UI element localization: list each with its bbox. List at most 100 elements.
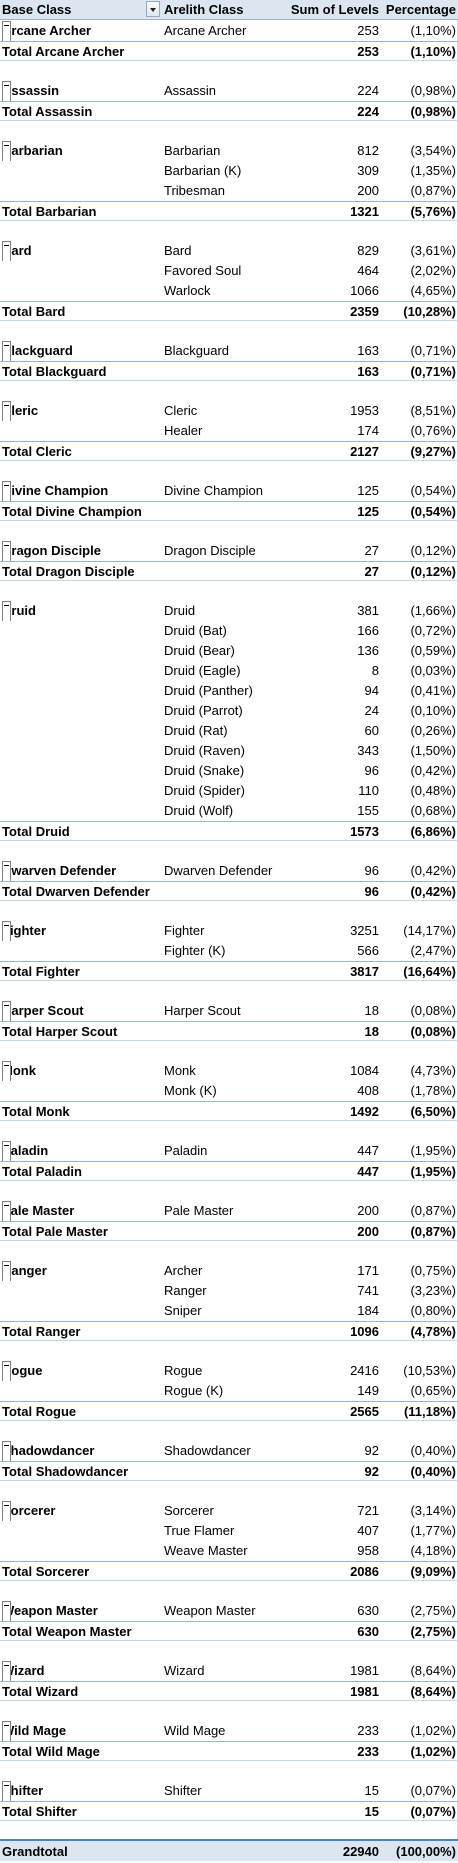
total-percentage[interactable]: (0,71%): [410, 364, 456, 379]
total-sum[interactable]: 224: [357, 104, 379, 119]
header-base-class[interactable]: Base Class: [2, 2, 72, 17]
base-class-cell[interactable]: [2, 801, 162, 821]
percentage-cell[interactable]: (0,12%): [410, 543, 456, 558]
sum-cell[interactable]: 233: [357, 1723, 379, 1738]
total-label[interactable]: Total Dwarven Defender: [2, 884, 150, 899]
total-percentage[interactable]: (6,86%): [410, 824, 456, 839]
percentage-cell[interactable]: (0,07%): [410, 1783, 456, 1798]
sum-cell[interactable]: 3251: [350, 923, 379, 938]
arelith-class-cell[interactable]: Assassin: [164, 83, 217, 98]
arelith-class-cell[interactable]: Monk: [164, 1063, 196, 1078]
percentage-cell[interactable]: (1,95%): [410, 1143, 456, 1158]
arelith-class-cell[interactable]: Weave Master: [164, 1543, 248, 1558]
total-percentage[interactable]: (0,54%): [410, 504, 456, 519]
total-percentage[interactable]: (0,12%): [410, 564, 456, 579]
total-percentage[interactable]: (6,50%): [410, 1104, 456, 1119]
total-percentage[interactable]: (1,95%): [410, 1164, 456, 1179]
arelith-class-cell[interactable]: Sniper: [164, 1303, 202, 1318]
header-arelith-class[interactable]: Arelith Class: [164, 2, 244, 17]
percentage-cell[interactable]: (0,72%): [410, 623, 456, 638]
arelith-class-cell[interactable]: Druid (Spider): [164, 783, 245, 798]
base-class-cell[interactable]: [2, 421, 162, 441]
percentage-cell[interactable]: (3,61%): [410, 243, 456, 258]
base-class-cell[interactable]: Shifter: [2, 1781, 162, 1801]
percentage-cell[interactable]: (0,98%): [410, 83, 456, 98]
base-class-cell[interactable]: [2, 261, 162, 281]
base-class-cell[interactable]: [2, 781, 162, 801]
base-class-cell[interactable]: Assassin: [2, 81, 162, 101]
percentage-cell[interactable]: (0,42%): [410, 763, 456, 778]
percentage-cell[interactable]: (0,80%): [410, 1303, 456, 1318]
total-label[interactable]: Total Bard: [2, 304, 66, 319]
collapse-icon[interactable]: [2, 1721, 11, 1741]
base-class-cell[interactable]: [2, 161, 162, 181]
arelith-class-cell[interactable]: True Flamer: [164, 1523, 235, 1538]
arelith-class-cell[interactable]: Warlock: [164, 283, 211, 298]
total-label[interactable]: Total Monk: [2, 1104, 70, 1119]
total-sum[interactable]: 253: [357, 44, 379, 59]
arelith-class-cell[interactable]: Druid (Bear): [164, 643, 235, 658]
collapse-icon[interactable]: [2, 241, 11, 261]
base-class-cell[interactable]: [2, 1281, 162, 1301]
base-class-cell[interactable]: Wild Mage: [2, 1721, 162, 1741]
sum-cell[interactable]: 1953: [350, 403, 379, 418]
base-class-cell[interactable]: Fighter: [2, 921, 162, 941]
collapse-icon[interactable]: [2, 141, 11, 161]
total-percentage[interactable]: (0,98%): [410, 104, 456, 119]
base-class-cell[interactable]: Monk: [2, 1061, 162, 1081]
total-percentage[interactable]: (9,09%): [410, 1564, 456, 1579]
arelith-class-cell[interactable]: Healer: [164, 423, 203, 438]
arelith-class-cell[interactable]: Barbarian (K): [164, 163, 242, 178]
header-percentage[interactable]: Percentage: [385, 2, 456, 17]
base-class-cell[interactable]: Ranger: [2, 1261, 162, 1281]
sum-cell[interactable]: 96: [364, 763, 379, 778]
total-label[interactable]: Total Wizard: [2, 1684, 79, 1699]
total-sum[interactable]: 1573: [350, 824, 379, 839]
sum-cell[interactable]: 149: [357, 1383, 379, 1398]
total-sum[interactable]: 18: [364, 1024, 379, 1039]
sum-cell[interactable]: 343: [357, 743, 379, 758]
collapse-icon[interactable]: [2, 341, 11, 361]
percentage-cell[interactable]: (0,87%): [410, 1203, 456, 1218]
total-sum[interactable]: 15: [364, 1804, 379, 1819]
total-percentage[interactable]: (0,42%): [410, 884, 456, 899]
percentage-cell[interactable]: (4,73%): [410, 1063, 456, 1078]
percentage-cell[interactable]: (1,77%): [410, 1523, 456, 1538]
total-sum[interactable]: 163: [357, 364, 379, 379]
total-label[interactable]: Total Druid: [2, 824, 70, 839]
total-sum[interactable]: 1096: [350, 1324, 379, 1339]
percentage-cell[interactable]: (0,87%): [410, 183, 456, 198]
percentage-cell[interactable]: (2,47%): [410, 943, 456, 958]
sum-cell[interactable]: 1981: [350, 1663, 379, 1678]
base-class-cell[interactable]: [2, 681, 162, 701]
collapse-icon[interactable]: [2, 861, 11, 881]
base-class-cell[interactable]: [2, 701, 162, 721]
sum-cell[interactable]: 464: [357, 263, 379, 278]
base-class-cell[interactable]: [2, 621, 162, 641]
collapse-icon[interactable]: [2, 1261, 11, 1281]
sum-cell[interactable]: 1084: [350, 1063, 379, 1078]
total-percentage[interactable]: (0,87%): [410, 1224, 456, 1239]
total-sum[interactable]: 233: [357, 1744, 379, 1759]
arelith-class-cell[interactable]: Cleric: [164, 403, 198, 418]
sum-cell[interactable]: 408: [357, 1083, 379, 1098]
arelith-class-cell[interactable]: Rogue (K): [164, 1383, 224, 1398]
sum-cell[interactable]: 812: [357, 143, 379, 158]
percentage-cell[interactable]: (8,51%): [410, 403, 456, 418]
base-class-cell[interactable]: Rogue: [2, 1361, 162, 1381]
base-class-cell[interactable]: Cleric: [2, 401, 162, 421]
total-label[interactable]: Total Shifter: [2, 1804, 77, 1819]
total-label[interactable]: Total Weapon Master: [2, 1624, 132, 1639]
base-class-cell[interactable]: [2, 281, 162, 301]
percentage-cell[interactable]: (4,18%): [410, 1543, 456, 1558]
percentage-cell[interactable]: (0,75%): [410, 1263, 456, 1278]
arelith-class-cell[interactable]: Druid (Raven): [164, 743, 245, 758]
percentage-cell[interactable]: (1,66%): [410, 603, 456, 618]
sum-cell[interactable]: 163: [357, 343, 379, 358]
collapse-icon[interactable]: [2, 1601, 11, 1621]
base-class-cell[interactable]: [2, 1301, 162, 1321]
total-percentage[interactable]: (16,64%): [403, 964, 456, 979]
arelith-class-cell[interactable]: Fighter: [164, 923, 205, 938]
arelith-class-cell[interactable]: Druid (Rat): [164, 723, 228, 738]
sum-cell[interactable]: 125: [357, 483, 379, 498]
